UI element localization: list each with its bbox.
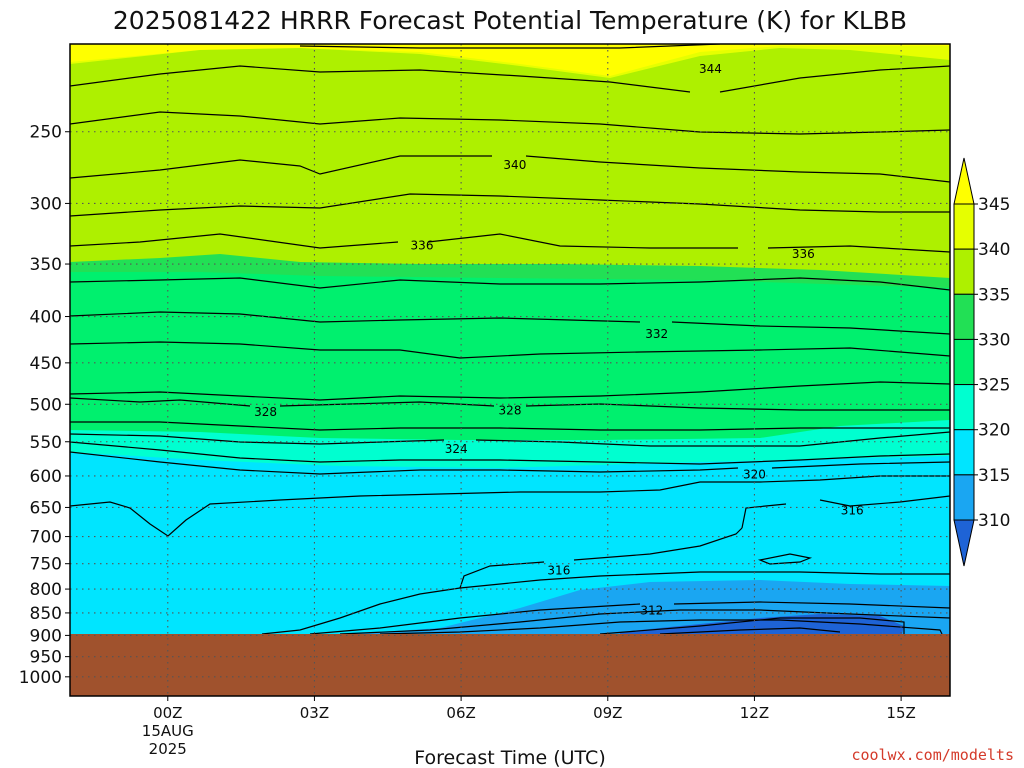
contour-326 — [70, 421, 950, 431]
contour-label-328: 328 — [254, 405, 277, 419]
contour-label-344: 344 — [699, 62, 722, 76]
colorbar-swatch-310-315 — [953, 474, 975, 521]
contour-316-upper — [741, 495, 950, 529]
contour-344 — [70, 65, 950, 93]
contour-lines — [70, 44, 950, 635]
contour-308 — [379, 619, 943, 635]
x-tick-label-03Z: 03Z — [300, 704, 329, 722]
colorbar-extend-bottom — [953, 519, 975, 567]
colorbar-swatch-330-335 — [953, 293, 975, 340]
contour-310 — [339, 609, 950, 635]
chart-title: 2025081422 HRRR Forecast Potential Tempe… — [113, 6, 907, 35]
contour-304 — [659, 627, 841, 635]
contour-322 — [70, 441, 950, 465]
y-tick-label-300: 300 — [30, 194, 62, 214]
contour-label-320: 320 — [743, 468, 766, 482]
colorbar-label-315: 315 — [978, 466, 1010, 486]
contour-332 — [70, 311, 950, 335]
y-tick-label-900: 900 — [30, 626, 62, 646]
contour-324 — [70, 431, 950, 447]
colorbar-swatch-340-345 — [953, 203, 975, 250]
y-tick-label-950: 950 — [30, 648, 62, 668]
credit-text: coolwx.com/modelts — [851, 746, 1014, 764]
x-tick-date: 15AUG — [142, 722, 194, 740]
colorbar-label-325: 325 — [978, 376, 1010, 396]
y-tick-label-500: 500 — [30, 395, 62, 415]
contour-336 — [70, 233, 950, 253]
contour-320 — [70, 451, 950, 475]
contour-314 — [261, 571, 950, 635]
colorbar-swatch-325-330 — [953, 338, 975, 386]
contour-330 — [70, 341, 950, 359]
x-tick-label-12Z: 12Z — [740, 704, 769, 722]
contour-label-340: 340 — [503, 158, 526, 172]
y-tick-label-400: 400 — [30, 308, 62, 328]
y-tick-label-350: 350 — [30, 255, 62, 275]
contour-316-closed — [757, 553, 813, 565]
contour-label-316: 316 — [547, 563, 570, 577]
y-axis: 2503003504004505005506006507007508008509… — [19, 123, 70, 688]
band-below-310 — [620, 614, 904, 634]
contour-label-316: 316 — [841, 503, 864, 517]
y-tick-label-850: 850 — [30, 604, 62, 624]
y-tick-label-250: 250 — [30, 123, 62, 143]
colorbar-swatch-320-325 — [953, 384, 975, 431]
x-tick-year: 2025 — [149, 740, 187, 758]
contour-label-332: 332 — [645, 327, 668, 341]
contour-346 — [299, 44, 721, 49]
x-tick-label-00Z: 00Z — [153, 704, 182, 722]
colorbar-label-330: 330 — [978, 330, 1010, 350]
y-tick-label-550: 550 — [30, 433, 62, 453]
contour-340 — [70, 155, 950, 183]
contour-334 — [70, 277, 950, 291]
grid-lines — [70, 44, 950, 696]
contour-label-324: 324 — [445, 442, 468, 456]
colorbar-swatch-335-340 — [953, 248, 975, 295]
y-tick-label-700: 700 — [30, 528, 62, 548]
colorbar: 345 340 335 330 325 320 315 310 — [953, 157, 1010, 567]
contour-316-lower — [459, 527, 743, 589]
contour-label-336: 336 — [792, 247, 815, 261]
y-tick-label-800: 800 — [30, 580, 62, 600]
colorbar-label-310: 310 — [978, 511, 1010, 531]
contour-342 — [70, 111, 950, 135]
colorbar-label-335: 335 — [978, 285, 1010, 305]
contour-318 — [70, 475, 950, 537]
ground-area — [70, 634, 950, 696]
contour-328 — [70, 397, 950, 411]
colorbar-label-340: 340 — [978, 240, 1010, 260]
contour-labels: 344 340 336 336 332 328 328 324 320 316 316 312 — [254, 62, 864, 618]
contour-label-312: 312 — [640, 604, 663, 618]
y-tick-label-450: 450 — [30, 354, 62, 374]
colorbar-swatch-315-320 — [953, 429, 975, 476]
x-tick-label-15Z: 15Z — [886, 704, 915, 722]
plot-area: 344 340 336 336 332 328 328 324 320 316 316 312 — [70, 44, 950, 696]
contour-338 — [70, 193, 950, 217]
y-tick-label-1000: 1000 — [19, 668, 62, 688]
colorbar-label-345: 345 — [978, 195, 1010, 215]
contour-312 — [309, 601, 950, 635]
plot-frame — [69, 43, 951, 697]
contour-label-336: 336 — [411, 239, 434, 253]
y-tick-label-750: 750 — [30, 555, 62, 575]
contour-328-upper — [70, 381, 950, 401]
x-axis-label: Forecast Time (UTC) — [414, 747, 605, 768]
x-tick-label-09Z: 09Z — [593, 704, 622, 722]
y-tick-label-600: 600 — [30, 467, 62, 487]
colorbar-label-320: 320 — [978, 421, 1010, 441]
x-tick-label-06Z: 06Z — [446, 704, 475, 722]
y-tick-label-650: 650 — [30, 498, 62, 518]
colorbar-extend-top — [953, 157, 975, 205]
contour-306 — [599, 617, 905, 635]
contour-label-328: 328 — [499, 404, 522, 418]
